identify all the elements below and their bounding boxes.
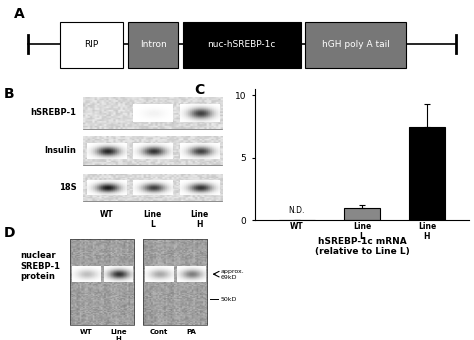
- Text: Insulin: Insulin: [45, 146, 76, 155]
- Text: C: C: [194, 83, 205, 97]
- Text: hGH poly A tail: hGH poly A tail: [321, 40, 390, 49]
- Bar: [409, 127, 445, 220]
- Bar: [128, 22, 178, 68]
- Bar: [70, 239, 135, 325]
- Text: Intron: Intron: [140, 40, 166, 49]
- Text: PA: PA: [186, 329, 196, 335]
- Bar: [344, 208, 380, 220]
- Bar: [83, 97, 222, 129]
- Bar: [143, 239, 208, 325]
- Text: A: A: [14, 7, 25, 21]
- Text: WT: WT: [80, 329, 92, 335]
- Text: nuclear
SREBP-1
protein: nuclear SREBP-1 protein: [21, 252, 61, 281]
- Text: Line
L: Line L: [144, 210, 162, 229]
- Bar: [305, 22, 406, 68]
- Text: Cont: Cont: [150, 329, 168, 335]
- Text: Line
H: Line H: [190, 210, 208, 229]
- Text: 18S: 18S: [59, 183, 76, 192]
- Bar: [60, 22, 123, 68]
- Text: 50kD: 50kD: [220, 296, 237, 302]
- Text: hSREBP-1: hSREBP-1: [30, 108, 76, 117]
- Text: N.D.: N.D.: [289, 206, 305, 215]
- Bar: [83, 136, 222, 165]
- Text: D: D: [3, 226, 15, 240]
- Text: nuc-hSREBP-1c: nuc-hSREBP-1c: [208, 40, 276, 49]
- Text: RIP: RIP: [84, 40, 99, 49]
- Text: Line
H: Line H: [110, 329, 127, 340]
- Bar: [182, 22, 301, 68]
- Text: WT: WT: [99, 210, 113, 219]
- Bar: [83, 174, 222, 201]
- Text: approx.
69kD: approx. 69kD: [220, 269, 244, 279]
- Text: hSREBP-1c mRNA
(relative to Line L): hSREBP-1c mRNA (relative to Line L): [315, 237, 410, 256]
- Text: B: B: [3, 87, 14, 101]
